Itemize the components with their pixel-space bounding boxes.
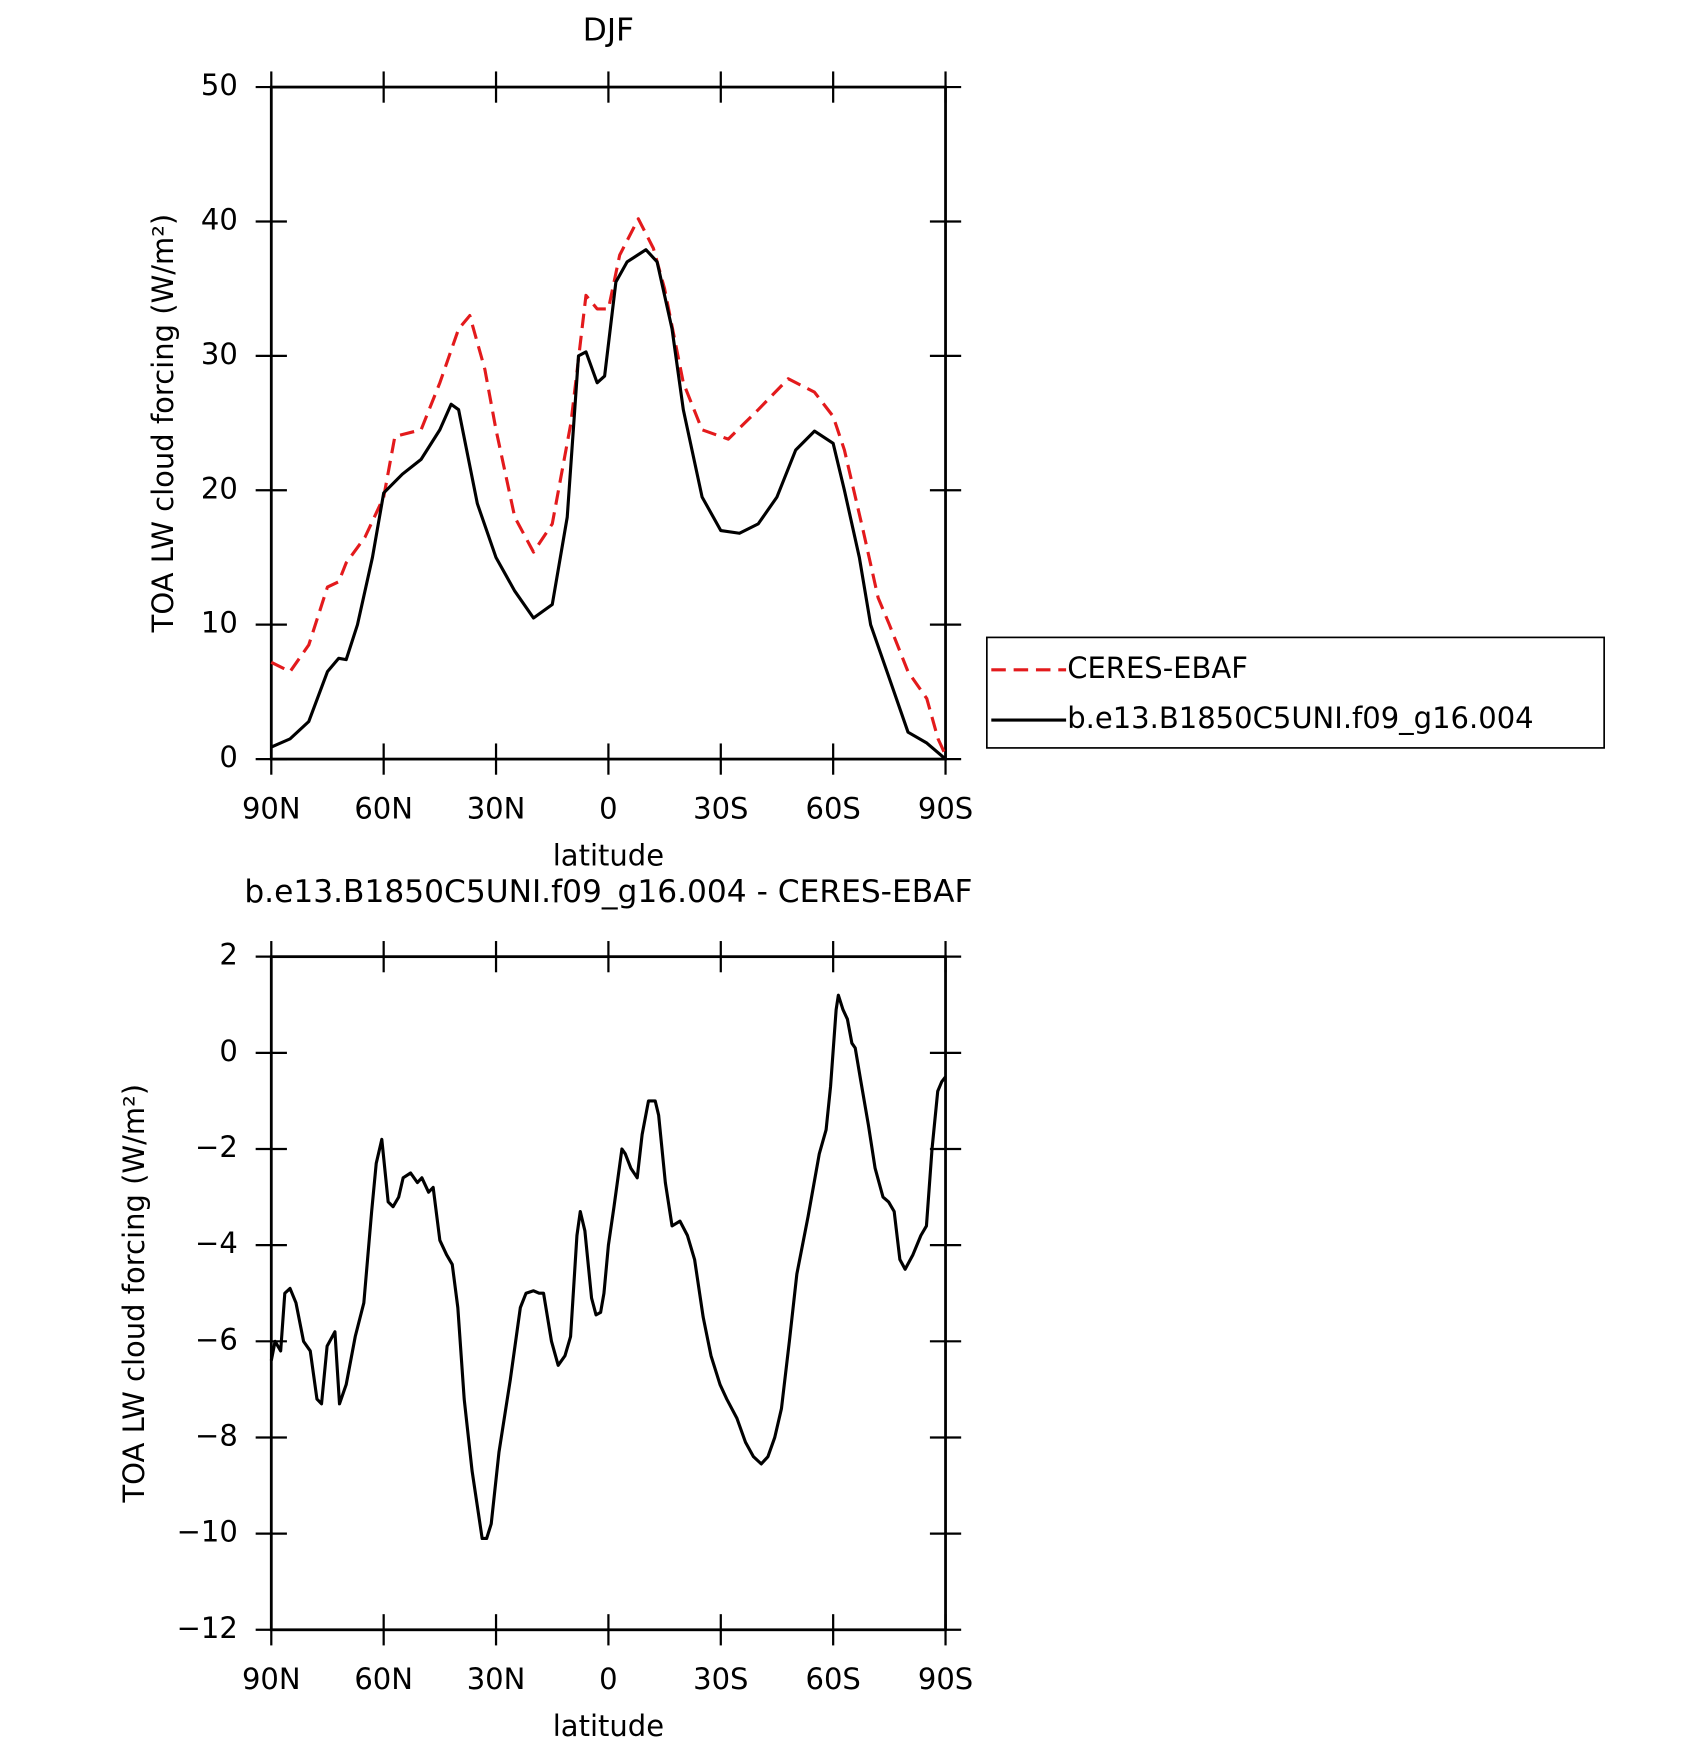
plot-frame [269,955,947,1632]
y-tick-label: 0 [219,1034,237,1068]
y-tick-label: −2 [195,1130,238,1164]
x-tick-label: 0 [599,791,617,825]
y-tick-label: −12 [177,1611,238,1645]
y-tick-label: 40 [201,202,238,236]
y-tick-label: 10 [201,606,238,640]
chart-title: b.e13.B1850C5UNI.f09_g16.004 - CERES-EBA… [244,874,972,910]
y-tick-label: −8 [195,1418,238,1452]
y-tick-label: −4 [195,1226,238,1260]
x-axis-label: latitude [553,838,664,872]
x-tick-label: 90S [918,1662,973,1696]
x-tick-label: 60S [805,791,860,825]
legend-label: b.e13.B1850C5UNI.f09_g16.004 [1067,701,1533,735]
y-tick-label: −10 [177,1515,238,1549]
legend-label: CERES-EBAF [1067,651,1248,685]
y-tick-label: 50 [201,68,238,102]
x-tick-label: 30N [467,1662,526,1696]
x-tick-label: 60N [354,1662,413,1696]
chart-title: DJF [583,12,634,48]
x-tick-label: 0 [599,1662,617,1696]
x-tick-label: 60N [354,791,413,825]
y-tick-label: 30 [201,337,238,371]
x-tick-label: 30S [693,1662,748,1696]
x-tick-label: 30N [467,791,526,825]
y-tick-label: −6 [195,1322,238,1356]
y-tick-label: 20 [201,471,238,505]
y-tick-label: 2 [219,938,237,972]
data-line [270,248,947,761]
legend-box [986,636,1605,749]
y-axis-label: TOA LW cloud forcing (W/m²) [146,214,180,634]
data-line [270,217,947,756]
x-tick-label: 30S [693,791,748,825]
x-tick-label: 60S [805,1662,860,1696]
x-tick-label: 90N [242,791,301,825]
y-axis-label: TOA LW cloud forcing (W/m²) [117,1084,151,1504]
data-line [269,993,947,1541]
x-axis-label: latitude [553,1709,664,1743]
x-tick-label: 90N [242,1662,301,1696]
plot-frame [269,85,947,761]
y-tick-label: 0 [219,740,237,774]
x-tick-label: 90S [918,791,973,825]
